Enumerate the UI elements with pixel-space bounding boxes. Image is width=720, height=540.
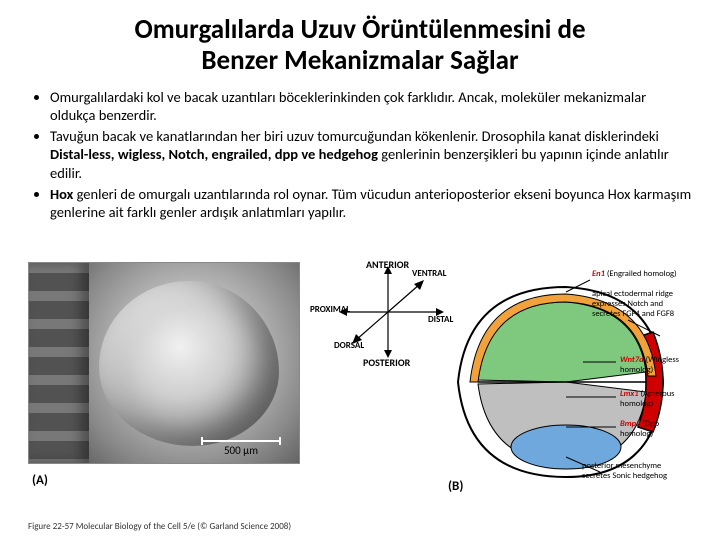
label-wnt7a: Wnt7a (Wingless homolog)	[620, 356, 688, 376]
bullet-1: Omurgalılardaki kol ve bacak uzantıları …	[50, 88, 692, 124]
figure-caption: Figure 22-57 Molecular Biology of the Ce…	[28, 521, 291, 532]
label-pm: posterior mesenchyme secretes Sonic hedg…	[582, 462, 692, 482]
title-line-2: Benzer Mekanizmalar Sağlar	[201, 44, 518, 77]
panel-b: ANTERIOR POSTERIOR PROXIMAL DISTAL VENTR…	[328, 262, 692, 492]
label-bmp2: Bmp2 (Dpp homolog)	[620, 420, 688, 440]
en1-desc: (Engrailed homolog)	[605, 269, 677, 279]
limb-diagram: ANTERIOR POSTERIOR PROXIMAL DISTAL VENTR…	[328, 262, 688, 492]
en1-name: En1	[592, 269, 605, 279]
bmp2-name: Bmp2	[620, 419, 640, 429]
figure-row: 500 µm (A)	[28, 262, 692, 522]
axis-proximal: PROXIMAL	[310, 304, 350, 315]
wnt7a-name: Wnt7a	[620, 355, 644, 365]
pm-1: posterior mesenchyme	[582, 461, 661, 471]
sem-image: 500 µm	[28, 262, 300, 464]
slide-title: Omurgalılarda Uzuv Örüntülenmesini de Be…	[28, 14, 692, 76]
aer-2: expresses Notch and	[592, 299, 663, 309]
axis-posterior: POSTERIOR	[363, 356, 410, 369]
bullet-3-post: genleri de omurgalı uzantılarında rol oy…	[50, 185, 691, 221]
axis-anterior: ANTERIOR	[366, 258, 409, 271]
axis-ventral: VENTRAL	[412, 268, 446, 279]
bullet-list: Omurgalılardaki kol ve bacak uzantıları …	[28, 88, 692, 221]
lmx1-name: Lmx1	[620, 389, 639, 399]
bullet-3-bold: Hox	[50, 185, 73, 203]
label-en1: En1 (Engrailed homolog)	[592, 270, 677, 280]
panel-a-label: (A)	[32, 473, 48, 488]
aer-3: secretes FGF4 and FGF8	[592, 309, 674, 319]
bullet-3: Hox genleri de omurgalı uzantılarında ro…	[50, 185, 692, 221]
axis-distal: DISTAL	[428, 314, 453, 325]
title-line-1: Omurgalılarda Uzuv Örüntülenmesini de	[134, 13, 585, 46]
sem-ridge	[29, 263, 89, 463]
sem-bud	[99, 281, 279, 446]
pm-2: secretes Sonic hedgehog	[582, 471, 667, 481]
bullet-2: Tavuğun bacak ve kanatlarından her biri …	[50, 127, 692, 181]
bullet-2-bold: Distal-less, wigless, Notch, engrailed, …	[50, 145, 378, 163]
panel-b-label: (B)	[448, 479, 463, 494]
scale-bar: 500 µm	[201, 440, 281, 457]
panel-a: 500 µm (A)	[28, 262, 318, 492]
scale-bar-label: 500 µm	[224, 444, 258, 457]
slide: Omurgalılarda Uzuv Örüntülenmesini de Be…	[0, 0, 720, 540]
label-aer: apical ectodermal ridge expresses Notch …	[592, 290, 692, 319]
bullet-2-pre: Tavuğun bacak ve kanatlarından her biri …	[50, 127, 659, 145]
label-lmx1: Lmx1 (Apterous homolog)	[620, 390, 688, 410]
aer-1: apical ectodermal ridge	[592, 289, 673, 299]
bullet-1-text: Omurgalılardaki kol ve bacak uzantıları …	[50, 88, 646, 124]
axis-dorsal: DORSAL	[334, 340, 364, 351]
